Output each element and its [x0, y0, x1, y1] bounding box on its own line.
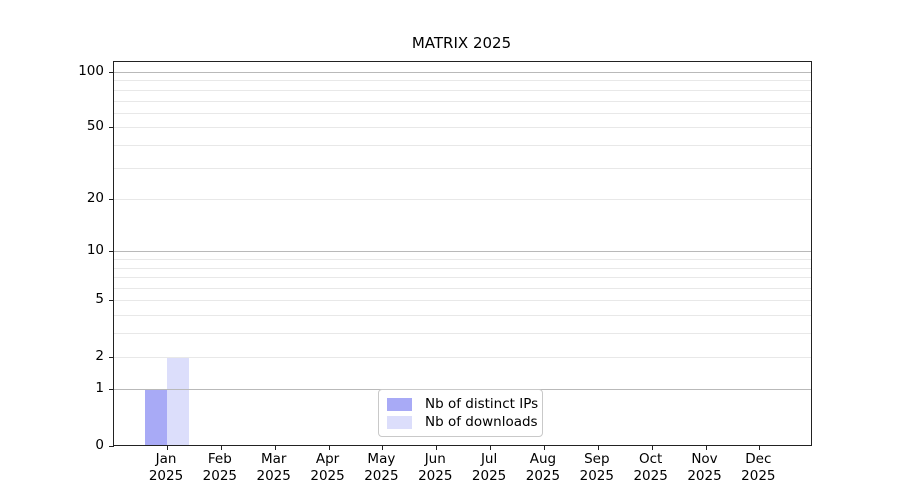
gridline [114, 127, 811, 129]
month-label: Jun [424, 451, 446, 467]
year-label: 2025 [525, 468, 561, 484]
x-tick-label-apr: Apr 2025 [292, 451, 364, 485]
month-label: Oct [638, 451, 663, 467]
month-label: Feb [207, 451, 232, 467]
x-tick [167, 445, 168, 450]
gridline [114, 288, 811, 290]
year-label: 2025 [687, 468, 722, 484]
year-label: 2025 [418, 468, 453, 484]
month-label: Jul [480, 451, 498, 467]
x-tick-label-mar: Mar 2025 [238, 451, 310, 485]
y-tick [109, 251, 114, 253]
legend-label: Nb of downloads [425, 414, 538, 430]
year-label: 2025 [471, 468, 507, 484]
y-tick [109, 300, 114, 302]
gridline [114, 167, 811, 169]
x-tick [759, 445, 761, 450]
y-tick-label: 100 [78, 63, 104, 79]
y-tick [109, 199, 114, 201]
x-tick [490, 445, 492, 450]
gridline [114, 356, 811, 358]
month-label: Mar [260, 451, 287, 467]
x-tick-label-sep: Sep 2025 [561, 451, 633, 485]
legend-row: Nb of downloads [387, 414, 538, 430]
y-tick-label: 10 [86, 242, 104, 259]
x-tick [705, 445, 707, 450]
gridline [114, 300, 811, 302]
x-tick [651, 445, 653, 450]
y-tick [109, 356, 114, 358]
plot-area [109, 61, 812, 450]
month-label: Jan [155, 451, 177, 467]
y-tick-label: 0 [95, 436, 104, 453]
x-tick [220, 445, 222, 450]
month-label: Apr [315, 451, 340, 467]
gridline [114, 112, 811, 114]
legend-swatch [387, 415, 412, 429]
legend-label: Nb of distinct IPs [425, 396, 539, 412]
month-label: Aug [529, 451, 557, 467]
y-tick [109, 389, 114, 391]
month-label: Sep [584, 451, 610, 467]
month-label: Nov [691, 451, 718, 467]
y-tick-label: 2 [95, 347, 104, 364]
bar-nb-of-downloads [167, 356, 189, 445]
x-tick [382, 445, 384, 450]
year-label: 2025 [579, 468, 614, 484]
x-tick-label-jul: Jul 2025 [453, 451, 525, 485]
x-tick-label-dec: Dec 2025 [722, 451, 794, 485]
year-label: 2025 [148, 468, 184, 484]
y-tick-label: 5 [95, 291, 104, 308]
y-tick-label: 50 [86, 118, 104, 135]
y-tick [109, 445, 114, 447]
gridline [114, 144, 811, 146]
bar-nb-of-distinct-ips [145, 389, 167, 445]
year-label: 2025 [310, 468, 345, 484]
x-tick-label-aug: Aug 2025 [507, 451, 579, 485]
gridline [114, 277, 811, 279]
year-label: 2025 [256, 468, 291, 484]
x-tick [597, 445, 599, 450]
y-tick-label: 20 [86, 190, 104, 207]
y-tick [109, 72, 114, 73]
x-tick-label-may: May 2025 [345, 451, 417, 485]
x-tick-label-jun: Jun 2025 [399, 451, 471, 485]
year-label: 2025 [202, 468, 238, 484]
gridline [114, 100, 811, 102]
gridline [114, 80, 811, 82]
year-label: 2025 [633, 468, 668, 484]
gridline [114, 251, 811, 253]
gridline [114, 199, 811, 201]
gridline [114, 333, 811, 335]
x-tick-label-jan: Jan 2025 [130, 451, 202, 485]
y-tick-label: 1 [95, 380, 104, 397]
month-label: Dec [745, 451, 772, 467]
x-tick-label-nov: Nov 2025 [669, 451, 741, 485]
gridline [114, 72, 811, 73]
x-tick [328, 445, 330, 450]
x-tick [274, 445, 276, 450]
year-label: 2025 [364, 468, 399, 484]
x-tick [436, 445, 438, 450]
x-tick-label-feb: Feb 2025 [184, 451, 256, 485]
x-tick-label-oct: Oct 2025 [615, 451, 687, 485]
gridline [114, 89, 811, 91]
month-label: May [367, 451, 396, 467]
x-tick [543, 445, 545, 450]
y-tick [109, 127, 114, 129]
gridline [114, 259, 811, 261]
chart-title: MATRIX 2025 [411, 34, 512, 52]
legend-swatch [387, 397, 412, 411]
gridline [114, 267, 811, 269]
year-label: 2025 [741, 468, 776, 484]
legend: Nb of distinct IPs Nb of downloads [378, 389, 543, 437]
gridline [114, 315, 811, 317]
legend-row: Nb of distinct IPs [387, 396, 538, 412]
